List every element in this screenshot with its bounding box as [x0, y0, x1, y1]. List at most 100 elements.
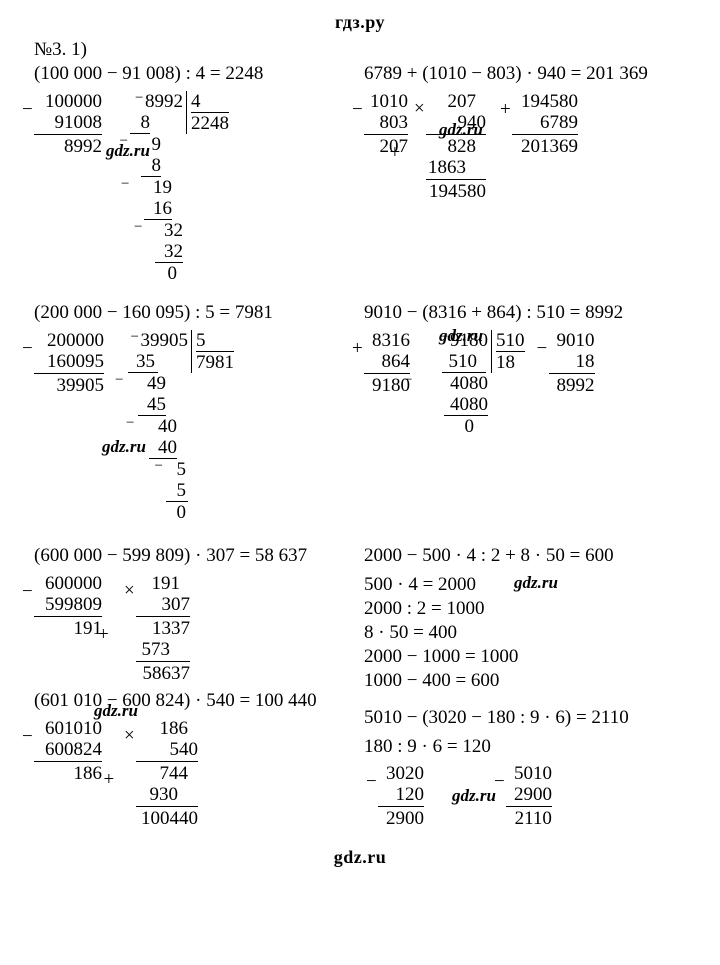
v: 4080 — [450, 373, 488, 394]
ld-s: 0 — [168, 263, 184, 284]
v: 207 — [448, 91, 487, 112]
p1-sub-r: 8992 — [64, 136, 102, 157]
v: 540 — [170, 739, 199, 760]
p5-expression: (600 000 − 599 809) · 307 = 58 637 — [34, 545, 364, 567]
v: 2900 — [386, 808, 424, 829]
p6-sub: − 601010 600824 186 — [34, 718, 102, 784]
ld-s: 16 — [153, 198, 183, 219]
v: 1863 — [428, 157, 486, 178]
problem-4: 9010 − (8316 + 864) : 510 = 8992 + 8316 … — [364, 302, 692, 437]
p8-sub2: − 5010 2900 2110 — [506, 763, 552, 829]
v: 40 — [158, 437, 188, 458]
v: 100440 — [141, 808, 198, 829]
v: 599809 — [45, 594, 102, 615]
v: 35 — [136, 351, 188, 372]
v: 5010 — [514, 763, 552, 784]
p1-ld-dividend: 8992 — [145, 91, 183, 112]
p7-line: 2000 − 1000 = 1000 — [364, 645, 692, 669]
ld-s: 19 — [153, 177, 183, 198]
problem-5-6: (600 000 − 599 809) · 307 = 58 637 − 600… — [34, 545, 364, 829]
p8-sub1: − 3020 120 2900 — [378, 763, 424, 829]
p3-longdiv: −39905 35 −49 45 −40 40 −5 5 0 5 7981 — [128, 330, 234, 523]
p6-mul: × 186 540 +744 930 100440 — [136, 718, 198, 829]
p8-expression: 5010 − (3020 − 180 : 9 · 6) = 2110 — [364, 707, 692, 729]
p1-longdiv: −8992 8 −9 8 −19 16 −32 32 0 4 2248 — [130, 91, 229, 284]
p2-sub: − 1010 803 207 — [364, 91, 408, 157]
v: 18 — [576, 351, 595, 372]
v: 201369 — [521, 136, 578, 157]
p7-expression: 2000 − 500 · 4 : 2 + 8 · 50 = 600 — [364, 545, 692, 567]
watermark: gdz.ru — [439, 120, 483, 140]
v: 200000 — [47, 330, 104, 351]
problem-7-8: 2000 − 500 · 4 : 2 + 8 · 50 = 600 500 · … — [364, 545, 692, 829]
p7-line: 1000 − 400 = 600 — [364, 669, 692, 693]
watermark: gdz.ru — [452, 786, 496, 806]
v: 744 — [160, 763, 199, 784]
v: 510 — [496, 330, 525, 351]
p3-expression: (200 000 − 160 095) : 5 = 7981 — [34, 302, 364, 324]
ld-s: 32 — [164, 241, 183, 262]
v: 600000 — [45, 573, 102, 594]
ld-s: 8 — [141, 112, 184, 133]
row-2: (200 000 − 160 095) : 5 = 7981 − 200000 … — [0, 302, 720, 523]
v: 186 — [160, 718, 199, 739]
watermark: gdz.ru — [106, 141, 150, 161]
header: гдз.ру — [0, 8, 720, 37]
problem-2: 6789 + (1010 − 803) · 940 = 201 369 − 10… — [364, 63, 692, 202]
p2-expression: 6789 + (1010 − 803) · 940 = 201 369 — [364, 63, 692, 85]
p2-mul: × 207 940 +828 1863 194580 — [426, 91, 486, 202]
page: гдз.ру №3. 1) (100 000 − 91 008) : 4 = 2… — [0, 0, 720, 892]
ld-s: 32 — [164, 220, 183, 241]
p1-sub-b: 91008 — [55, 112, 103, 133]
v: 930 — [150, 784, 199, 805]
p6-expression: (601 010 − 600 824) · 540 = 100 440 — [34, 690, 364, 712]
v: 510 — [449, 351, 489, 372]
v: 803 — [380, 112, 409, 133]
v: 7981 — [196, 352, 234, 373]
v: 49 — [147, 373, 188, 394]
p4-sub: − 9010 18 8992 — [549, 330, 595, 396]
ld-s: 9 — [152, 134, 184, 155]
row-3: (600 000 − 599 809) · 307 = 58 637 − 600… — [0, 545, 720, 829]
v: 39905 — [141, 330, 189, 351]
p5-mul: × 191 307 +1337 573 58637 — [136, 573, 190, 684]
ld-s: 8 — [152, 155, 184, 176]
p7-line: 8 · 50 = 400 — [364, 621, 692, 645]
v: 2900 — [514, 784, 552, 805]
p1-expression: (100 000 − 91 008) : 4 = 2248 — [34, 63, 364, 85]
v: 600824 — [45, 739, 102, 760]
watermark: gdz.ru — [102, 437, 146, 457]
p4-longdiv: −9180 510 −4080 4080 0 510 18 — [442, 330, 525, 437]
p1-sub-a: 100000 — [45, 91, 102, 112]
v: 186 — [74, 763, 103, 784]
v: 5 — [196, 330, 234, 351]
v: 1010 — [370, 91, 408, 112]
v: 573 — [142, 639, 191, 660]
v: 191 — [152, 573, 191, 594]
v: 8316 — [372, 330, 410, 351]
v: 120 — [396, 784, 425, 805]
v: 58637 — [143, 663, 191, 684]
v: 0 — [177, 502, 189, 523]
watermark: gdz.ru — [439, 326, 483, 346]
v: 4080 — [450, 394, 488, 415]
p1-ld-divisor: 4 — [191, 91, 229, 112]
v: 307 — [162, 594, 191, 615]
problem-3: (200 000 − 160 095) : 5 = 7981 − 200000 … — [34, 302, 364, 523]
p8-line1: 180 : 9 · 6 = 120 — [364, 735, 692, 759]
v: 5 — [177, 459, 189, 480]
v: 160095 — [47, 351, 104, 372]
v: 6789 — [540, 112, 578, 133]
v: 18 — [496, 352, 525, 373]
problem-1: (100 000 − 91 008) : 4 = 2248 − 100000 9… — [34, 63, 364, 284]
footer: gdz.ru — [0, 843, 720, 872]
p5-sub: − 600000 599809 191 — [34, 573, 102, 639]
v: 194580 — [521, 91, 578, 112]
p1-ld-quot: 2248 — [191, 113, 229, 134]
watermark: gdz.ru — [514, 573, 558, 593]
v: 194580 — [429, 181, 486, 202]
v: 601010 — [45, 718, 102, 739]
v: 45 — [147, 394, 188, 415]
v: 1337 — [152, 618, 190, 639]
p3-sub: − 200000 160095 39905 — [34, 330, 104, 396]
